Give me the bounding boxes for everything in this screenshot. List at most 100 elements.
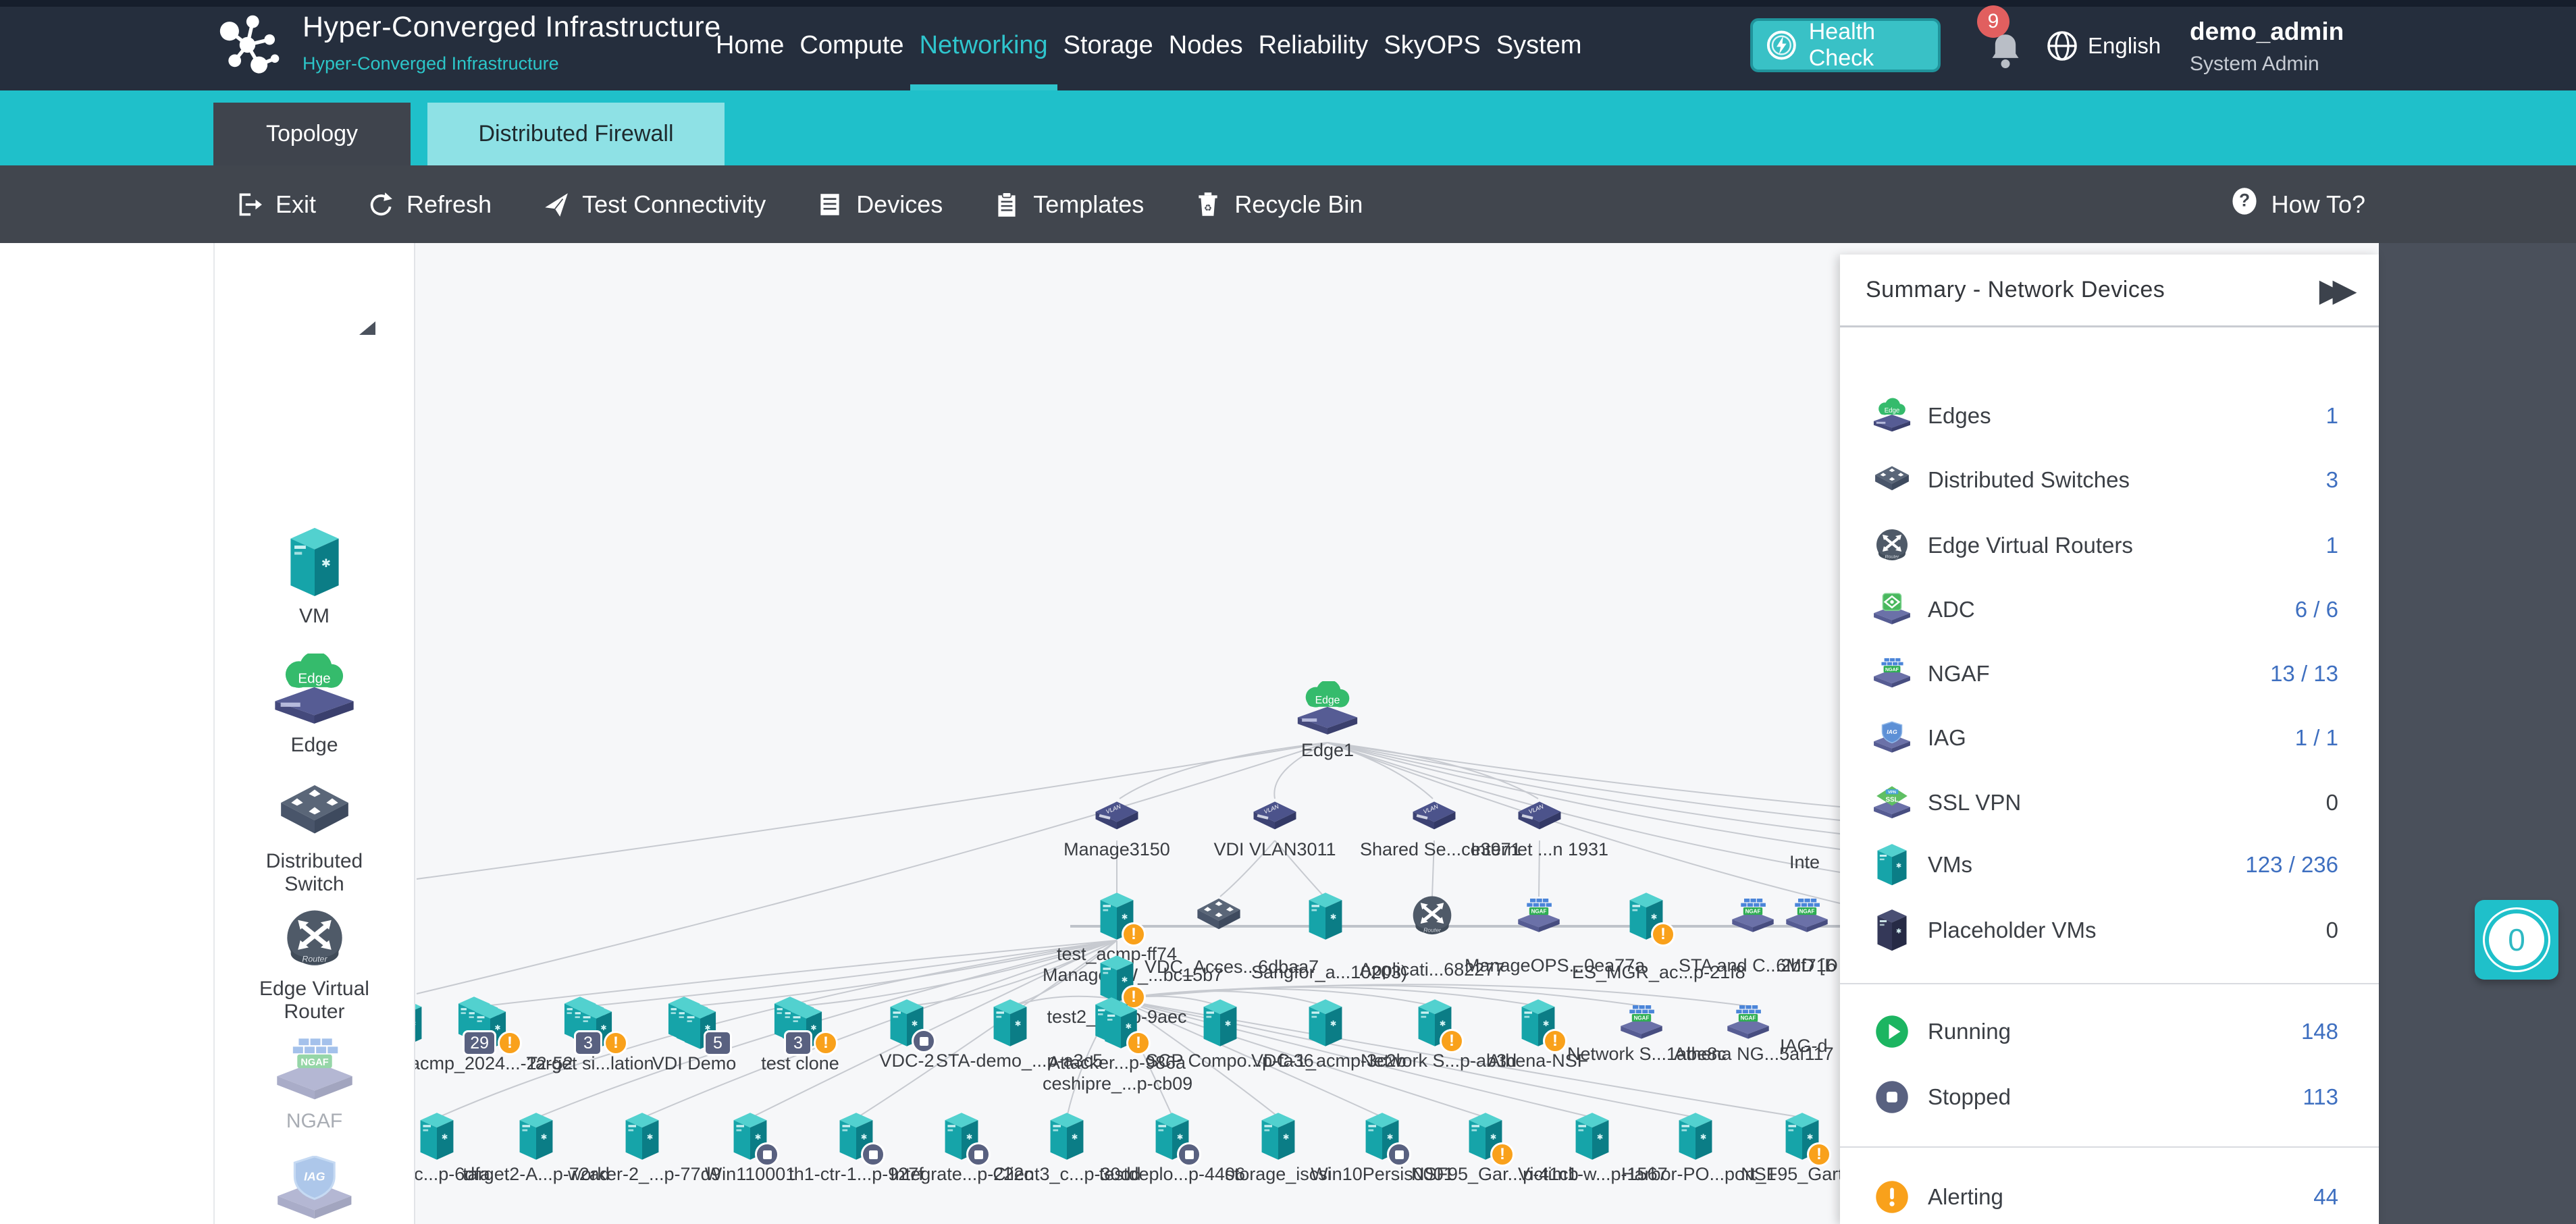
topology-node-vdc-acces-6dbaa7[interactable]: VDC_Acces...6dbaa7 <box>1145 897 1319 978</box>
tab-bar: Topology Distributed Firewall <box>0 90 2576 165</box>
exit-button[interactable]: Exit <box>235 190 316 219</box>
topology-node-applicati-682277[interactable]: Router Applicati...682277 <box>1358 895 1506 980</box>
palette-item-edge[interactable]: Edge Edge <box>215 651 414 757</box>
topology-node-edge1[interactable]: Edge Edge1 <box>1253 679 1402 761</box>
topology-node-vdc-2[interactable]: ✱ VDC-2 <box>833 999 981 1071</box>
devices-button[interactable]: Devices <box>816 190 943 219</box>
node-label: Harbor-PO...port_1 <box>1621 1164 1777 1184</box>
summary-label: Edge Virtual Routers <box>1928 533 2133 558</box>
topology-node-network-s-1abe8c[interactable]: NGAF Network S...1abe8c <box>1567 1005 1727 1065</box>
topology-node-target2-a-p-72ad[interactable]: ✱ target2-A...p-72ad <box>462 1112 610 1185</box>
nav-item-compute[interactable]: Compute <box>799 30 904 59</box>
node-label: 6MD [D <box>1776 955 1838 976</box>
topology-node-vm[interactable]: ✱ <box>415 999 479 1050</box>
vlan-switch-icon: VLAN <box>1518 801 1561 830</box>
topology-node-target-si-lation[interactable]: ✱ ✱ ✱3!Target si...lation <box>516 996 664 1074</box>
test-connectivity-button[interactable]: Test Connectivity <box>542 190 766 219</box>
nav-item-skyops[interactable]: SkyOPS <box>1384 30 1481 59</box>
summary-value[interactable]: 1 <box>2325 533 2338 558</box>
language-selector[interactable]: English <box>2046 30 2161 62</box>
nav-item-nodes[interactable]: Nodes <box>1168 30 1243 59</box>
svg-text:✱: ✱ <box>1700 1134 1707 1142</box>
templates-button[interactable]: Templates <box>993 190 1144 219</box>
palette-item-vm[interactable]: ✱ VM <box>215 527 414 628</box>
topology-node-u-ac-p-6dfa[interactable]: ✱ u_ac...p-6dfa <box>415 1112 511 1185</box>
svg-text:✱: ✱ <box>1651 913 1658 922</box>
topology-node-scp-compo-p-fa36[interactable]: ✱ SCP Compo...p-fa36 <box>1146 999 1314 1071</box>
topology-node-testdeplo-p-4406[interactable]: ✱ testdeplo...p-4406 <box>1098 1112 1246 1185</box>
summary-value[interactable]: 44 <box>2313 1184 2338 1209</box>
summary-value[interactable]: 1 / 1 <box>2294 725 2338 750</box>
iag-icon: IAG <box>1874 721 1910 753</box>
topology-node-victim1-w-p-1567[interactable]: ✱ Victim1-w...p-1567 <box>1518 1112 1668 1185</box>
summary-value[interactable]: 113 <box>2303 1084 2338 1109</box>
topology-node-shared-se-ce3971[interactable]: VLAN Shared Se...ce3971 <box>1360 801 1521 860</box>
topology-node-worker-2-p-77d9[interactable]: ✱ worker-2_...p-77d9 <box>568 1112 721 1185</box>
summary-value[interactable]: 3 <box>2325 467 2338 492</box>
nav-item-networking[interactable]: Networking <box>910 0 1057 90</box>
topology-node-vdc-1-acmp-3c2b[interactable]: ✱ VDC-1_acmp-3c2b <box>1251 999 1407 1071</box>
ngaf-icon: NGAF <box>1786 899 1828 932</box>
vm-icon: ✱ <box>1309 893 1342 940</box>
summary-value[interactable]: 13 / 13 <box>2270 661 2338 686</box>
summary-value[interactable]: 123 / 236 <box>2245 852 2338 877</box>
app-title: Hyper-Converged Infrastructure <box>303 11 721 43</box>
topology-node-client3-c-p-30dd[interactable]: ✱ Client3_c...p-30dd <box>993 1112 1141 1185</box>
topology-node-network-s-p-ab3d[interactable]: ✱! Network S...p-ab3d <box>1361 999 1517 1071</box>
topology-node-win10persis0001[interactable]: ✱ Win10Persis0001 <box>1308 1112 1456 1185</box>
topology-node-sta-and-c-2bf716[interactable]: NGAF STA and C...2bf716 <box>1679 899 1837 976</box>
topology-node-manage3150[interactable]: VLAN Manage3150 <box>1043 801 1191 860</box>
user-menu[interactable]: demo_admin System Admin <box>2190 18 2344 76</box>
topology-node-nsf95-gar-p-41cb[interactable]: ✱! NSF95_Gar...p-41cb <box>1411 1112 1579 1185</box>
topology-node-6md-d[interactable]: NGAF 6MD [D <box>1733 899 1881 976</box>
topology-node-athena-ng-5af117[interactable]: NGAF Athena NG...5af117 <box>1674 1005 1834 1065</box>
tab-topology[interactable]: Topology <box>213 103 411 165</box>
notifications-button[interactable]: 9 <box>1977 5 2042 86</box>
topology-node-sta-demo-p-a3c5[interactable]: ✱ STA-demo_...p-a3c5 <box>936 999 1103 1071</box>
svg-text:✱: ✱ <box>415 1020 417 1028</box>
summary-value[interactable]: 1 <box>2325 403 2338 428</box>
recycle-bin-button[interactable]: ♻ Recycle Bin <box>1194 190 1363 219</box>
topology-node-internet-n-1931[interactable]: VLAN Internet ...n 1931 <box>1465 801 1614 860</box>
topology-canvas[interactable]: Edge Edge1 VLAN Manage3150 VLAN VDI VLAN3… <box>415 243 2379 1224</box>
vm-icon: ✱ <box>1877 909 1907 951</box>
summary-label: SSL VPN <box>1928 790 2022 815</box>
topology-node-th1-ctr-1-p-927f[interactable]: ✱ th1-ctr-1...p-927f <box>782 1112 930 1185</box>
tab-distributed-firewall[interactable]: Distributed Firewall <box>427 103 725 165</box>
nav-item-system[interactable]: System <box>1496 30 1582 59</box>
summary-value[interactable]: 6 / 6 <box>2294 597 2338 622</box>
task-counter-button[interactable]: 0 <box>2475 900 2558 980</box>
palette-item-ngaf[interactable]: NGAF NGAF <box>215 1038 414 1133</box>
svg-text:NGAF: NGAF <box>1634 1015 1650 1021</box>
alerting-icon <box>1876 1181 1908 1213</box>
vm-icon: ✱ <box>1679 1113 1712 1160</box>
collapse-panel-icon[interactable]: ▶▶ <box>2319 274 2356 307</box>
topology-node-win110001[interactable]: ✱ Win110001 <box>676 1112 824 1185</box>
palette-item-edge-virtual-router[interactable]: Router Edge Virtual Router <box>215 908 414 1023</box>
topology-node-test-clone[interactable]: ✱ ✱ ✱3!test clone <box>726 996 874 1074</box>
topology-node-acmp-2024-22-52[interactable]: ✱ ✱ ✱29!acmp_2024...-22-52 <box>415 996 573 1074</box>
summary-value[interactable]: 148 <box>2301 1019 2338 1044</box>
topology-node-harbor-po-port-1[interactable]: ✱ Harbor-PO...port_1 <box>1621 1112 1777 1185</box>
palette-item-distributed-switch[interactable]: Distributed Switch <box>215 783 414 896</box>
how-to-button[interactable]: ? How To? <box>2230 186 2365 222</box>
topology-node-es-mgr-ac-p-21f8[interactable]: ✱! ES_MGR_ac...p-21f8 <box>1572 892 1745 983</box>
topology-node-storage-iscsi[interactable]: ✱ storage_iscsi <box>1204 1112 1352 1185</box>
svg-text:NGAF: NGAF <box>1885 668 1899 672</box>
topology-node-vdi-vlan3011[interactable]: VLAN VDI VLAN3011 <box>1201 801 1349 860</box>
nav-item-reliability[interactable]: Reliability <box>1258 30 1369 59</box>
nav-item-storage[interactable]: Storage <box>1063 30 1153 59</box>
topology-node-athena-nsf[interactable]: ✱! Athena-NSF <box>1464 999 1612 1071</box>
topology-node-integrate-p-222c[interactable]: ✱ Integrate...p-222c <box>887 1112 1036 1185</box>
alert-badge: ! <box>1543 1029 1567 1053</box>
toolbar: Exit Refresh Test Connectivity Devices Templ… <box>0 165 2576 243</box>
health-check-button[interactable]: Health Check <box>1750 18 1941 72</box>
topology-node-sangfor-a-10203[interactable]: ✱ Sangfor_a...10203) <box>1251 892 1407 983</box>
refresh-button[interactable]: Refresh <box>366 190 492 219</box>
exit-label: Exit <box>275 190 317 218</box>
nav-item-home[interactable]: Home <box>716 30 785 59</box>
question-icon: ? <box>2232 188 2257 215</box>
